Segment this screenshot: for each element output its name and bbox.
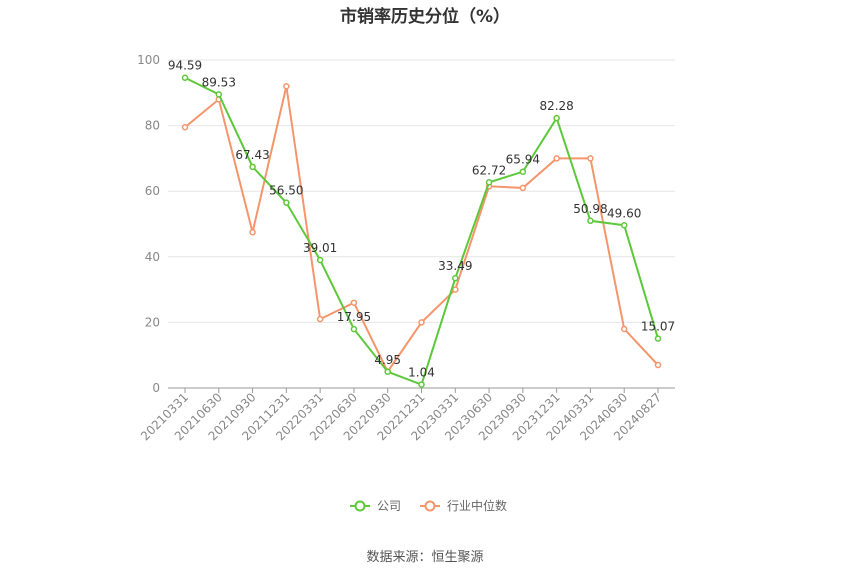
- data-point: [316, 256, 324, 264]
- data-label: 17.95: [337, 310, 371, 324]
- data-label: 67.43: [235, 148, 269, 162]
- data-label: 56.50: [269, 184, 303, 198]
- data-point: [249, 228, 256, 236]
- grid-lines: [168, 59, 675, 323]
- data-point: [283, 82, 290, 90]
- data-label: 62.72: [472, 163, 506, 177]
- legend: 公司 行业中位数: [350, 498, 507, 513]
- legend-marker: [354, 500, 366, 512]
- data-label: 89.53: [202, 75, 236, 89]
- data-label: 49.60: [607, 206, 641, 220]
- data-point: [181, 123, 189, 131]
- y-tick-label: 40: [145, 250, 160, 264]
- data-label: 82.28: [539, 99, 573, 113]
- y-tick-label: 100: [137, 53, 160, 67]
- legend-marker: [424, 500, 436, 512]
- data-point: [587, 217, 594, 225]
- data-point: [519, 184, 527, 192]
- chart-title: 市销率历史分位（%）: [339, 7, 511, 27]
- data-point: [519, 168, 527, 175]
- data-label: 39.01: [303, 241, 337, 255]
- data-point: [249, 163, 256, 171]
- data-point: [418, 381, 425, 388]
- data-label: 4.95: [374, 353, 401, 367]
- data-point: [384, 368, 391, 376]
- legend-label: 公司: [377, 499, 401, 513]
- data-point: [452, 286, 459, 293]
- data-point: [418, 319, 425, 326]
- data-label: 1.04: [408, 366, 435, 380]
- data-point: [316, 315, 324, 323]
- y-tick-label: 0: [152, 381, 160, 395]
- axes: 0204060801002021033120210630202109302021…: [137, 53, 675, 443]
- data-point: [181, 74, 189, 81]
- series-line-0: [184, 76, 659, 386]
- data-point: [553, 114, 560, 122]
- data-point: [620, 325, 628, 333]
- data-point: [587, 155, 594, 162]
- data-point: [215, 91, 223, 98]
- y-tick-label: 20: [145, 315, 160, 329]
- data-point: [654, 361, 662, 369]
- data-point: [620, 222, 628, 229]
- data-label: 33.49: [438, 259, 472, 273]
- y-tick-label: 80: [145, 119, 160, 133]
- data-point: [553, 155, 560, 162]
- legend-item-0: 公司: [350, 499, 401, 513]
- data-point: [350, 325, 358, 333]
- legend-label: 行业中位数: [447, 498, 507, 513]
- data-point: [283, 199, 290, 206]
- data-label: 50.98: [573, 202, 607, 216]
- data-label: 94.59: [168, 59, 202, 73]
- data-point: [485, 179, 493, 186]
- data-point: [350, 299, 358, 306]
- legend-item-1: 行业中位数: [420, 498, 507, 513]
- series-line-1: [184, 86, 659, 374]
- series-lines: [181, 74, 662, 388]
- data-label: 65.94: [506, 153, 540, 167]
- source-note: 数据来源：恒生聚源: [366, 550, 484, 565]
- data-point: [452, 274, 459, 282]
- data-point: [654, 335, 662, 342]
- data-label: 15.07: [641, 320, 675, 334]
- y-tick-label: 60: [145, 184, 160, 198]
